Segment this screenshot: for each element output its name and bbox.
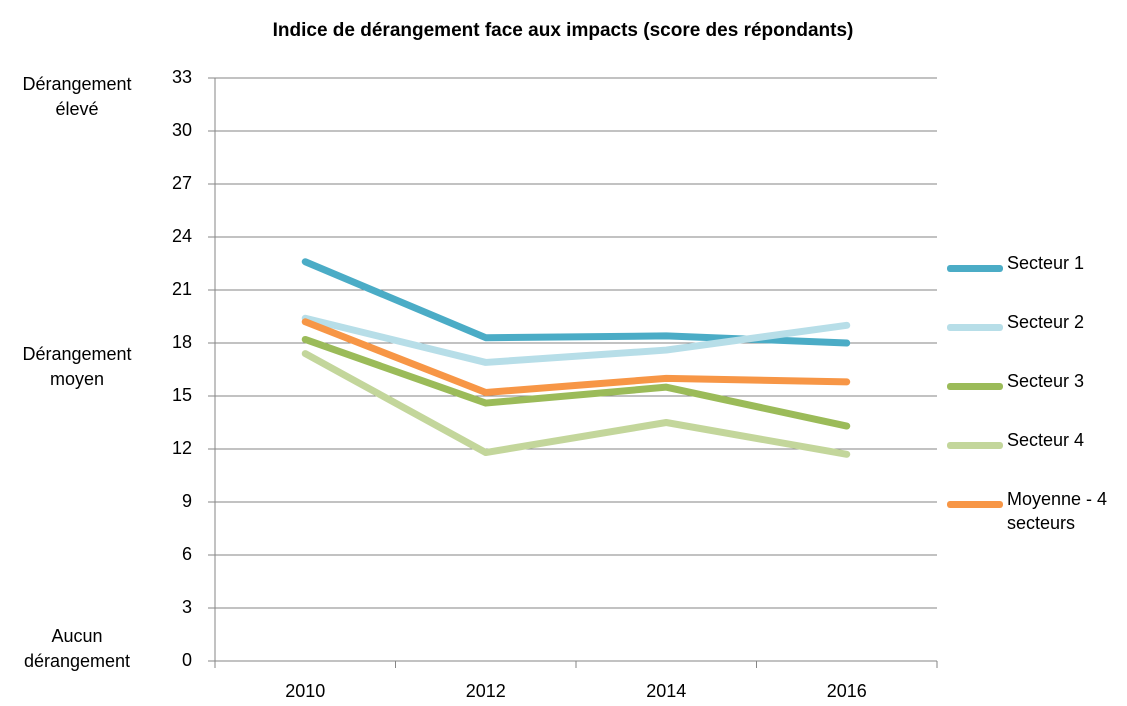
legend-item: Secteur 1 [947, 250, 1122, 309]
series-line [301, 258, 851, 347]
annotation: dérangement [24, 651, 130, 671]
y-tick-label: 6 [182, 544, 192, 564]
annotation: moyen [50, 369, 104, 389]
series-line [301, 318, 851, 396]
y-tick-label: 21 [172, 279, 192, 299]
legend-swatch [947, 265, 1003, 272]
y-tick-label: 12 [172, 438, 192, 458]
y-tick-label: 27 [172, 173, 192, 193]
annotation: Aucun [51, 626, 102, 646]
series-line [301, 314, 851, 366]
y-tick-label: 18 [172, 332, 192, 352]
y-tick-label: 30 [172, 120, 192, 140]
legend-label: Secteur 4 [1007, 430, 1085, 450]
legend-label: Secteur 2 [1007, 312, 1085, 332]
y-tick-label: 15 [172, 385, 192, 405]
x-tick-label: 2014 [646, 681, 686, 701]
legend-swatch [947, 442, 1003, 449]
legend-swatch [947, 324, 1003, 331]
y-tick-label: 24 [172, 226, 192, 246]
legend-label: Secteur 3 [1007, 371, 1085, 391]
legend-item: Secteur 3 [947, 368, 1122, 427]
legend-label: Moyenne - 4 secteurs [1007, 489, 1108, 533]
x-tick-label: 2016 [827, 681, 867, 701]
annotation: Dérangement [22, 74, 131, 94]
legend-label: Secteur 1 [1007, 253, 1085, 273]
series-line [301, 350, 851, 458]
legend-swatch [947, 501, 1003, 508]
legend-item: Secteur 4 [947, 427, 1122, 486]
y-tick-label: 3 [182, 597, 192, 617]
chart-title: Indice de dérangement face aux impacts (… [273, 20, 854, 41]
legend-item: Moyenne - 4 secteurs [947, 486, 1122, 545]
y-tick-label: 9 [182, 491, 192, 511]
legend: Secteur 1 Secteur 2 Secteur 3 Secteur 4 Moye… [947, 250, 1122, 545]
annotation: élevé [55, 99, 98, 119]
y-tick-label: 33 [172, 67, 192, 87]
legend-item: Secteur 2 [947, 309, 1122, 368]
y-tick-label: 0 [182, 650, 192, 670]
x-tick-label: 2010 [285, 681, 325, 701]
x-tick-label: 2012 [466, 681, 506, 701]
series-line [301, 335, 851, 430]
annotation: Dérangement [22, 344, 131, 364]
legend-swatch [947, 383, 1003, 390]
